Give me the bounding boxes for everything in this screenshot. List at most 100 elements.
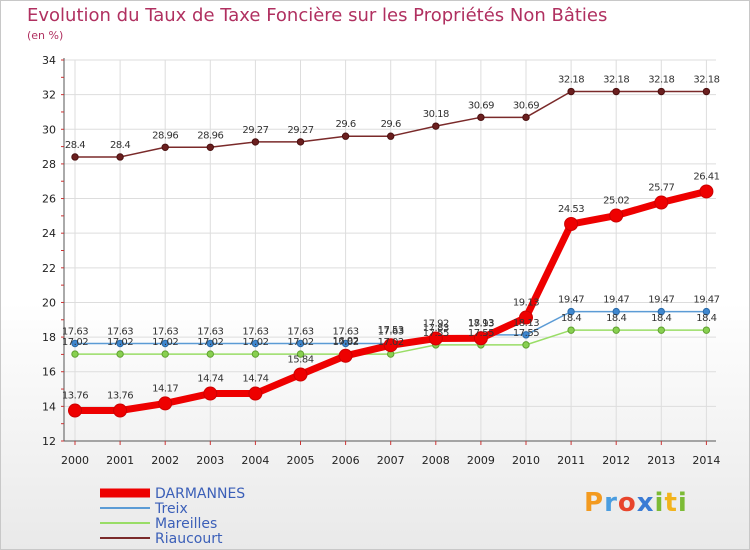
data-label-mareilles: 18.4: [561, 313, 581, 324]
data-label-treix: 17.63: [107, 326, 133, 337]
data-label-darmannes: 14.74: [242, 374, 268, 385]
data-point-mareilles: [657, 326, 665, 334]
data-point-mareilles: [296, 350, 305, 358]
data-point-riaucourt: [341, 132, 350, 140]
data-point-darmannes: [428, 331, 443, 346]
data-label-darmannes: 14.17: [152, 383, 178, 394]
data-label-riaucourt: 28.96: [197, 130, 223, 141]
data-label-treix: 18.13: [513, 318, 539, 329]
data-label-treix: 18.13: [468, 318, 494, 329]
data-point-riaucourt: [477, 113, 485, 122]
data-label-mareilles: 17.55: [468, 328, 494, 339]
x-tick-label: 2011: [557, 454, 585, 467]
data-point-darmannes: [68, 403, 82, 418]
data-point-mareilles: [612, 326, 620, 334]
data-label-treix: 17.63: [333, 326, 359, 337]
legend-label-treix: Treix: [154, 501, 188, 517]
data-label-darmannes: 26.41: [693, 171, 719, 182]
data-point-riaucourt: [612, 87, 620, 96]
data-label-treix: 19.47: [693, 295, 719, 306]
data-label-mareilles: 18.4: [651, 313, 671, 324]
data-point-darmannes: [248, 386, 263, 401]
data-point-darmannes: [338, 348, 353, 363]
data-point-darmannes: [383, 338, 398, 353]
x-tick-label: 2000: [61, 454, 89, 467]
data-label-riaucourt: 32.18: [603, 75, 629, 86]
data-point-treix: [341, 339, 350, 348]
data-label-riaucourt: 30.69: [513, 100, 539, 111]
data-label-treix: 17.63: [152, 326, 178, 337]
data-label-treix: 17.63: [287, 326, 313, 337]
data-label-mareilles: 18.4: [606, 313, 626, 324]
data-point-darmannes: [699, 184, 714, 199]
y-tick-label: 16: [42, 366, 56, 379]
data-point-riaucourt: [161, 143, 169, 151]
y-tick-label: 18: [42, 331, 56, 344]
data-point-riaucourt: [71, 153, 79, 161]
data-label-riaucourt: 29.27: [287, 125, 313, 136]
x-tick-label: 2007: [377, 454, 405, 467]
data-point-mareilles: [206, 350, 215, 358]
data-label-treix: 19.47: [648, 295, 674, 306]
data-label-mareilles: 17.55: [423, 328, 449, 339]
data-point-mareilles: [702, 326, 711, 334]
data-label-riaucourt: 29.27: [242, 125, 268, 136]
data-label-treix: 19.47: [603, 295, 629, 306]
y-tick-label: 12: [42, 435, 56, 448]
x-tick-label: 2010: [512, 454, 540, 467]
data-label-darmannes: 17.92: [423, 318, 449, 329]
data-label-treix: 17.63: [62, 326, 88, 337]
data-point-treix: [522, 331, 530, 339]
legend-label-mareilles: Mareilles: [155, 516, 217, 532]
proxiti-logo: Proxiti: [584, 488, 688, 518]
data-point-riaucourt: [387, 132, 395, 140]
data-label-riaucourt: 32.18: [558, 75, 584, 86]
data-point-treix: [567, 307, 575, 316]
data-point-riaucourt: [522, 113, 530, 122]
data-label-darmannes: 25.77: [648, 183, 674, 194]
data-point-treix: [612, 307, 620, 316]
data-label-mareilles: 18.4: [696, 313, 716, 324]
data-point-darmannes: [113, 403, 128, 418]
data-label-darmannes: 15.84: [287, 354, 313, 365]
data-label-darmannes: 14.74: [197, 374, 223, 385]
y-tick-label: 26: [42, 193, 56, 206]
data-label-riaucourt: 32.18: [693, 75, 719, 86]
data-label-riaucourt: 30.18: [423, 109, 449, 120]
data-label-mareilles: 17.55: [513, 328, 539, 339]
data-point-treix: [251, 339, 260, 348]
data-label-treix: 17.63: [242, 326, 268, 337]
data-point-darmannes: [519, 310, 533, 325]
data-point-mareilles: [71, 350, 79, 358]
x-tick-label: 2005: [287, 454, 315, 467]
y-tick-label: 22: [42, 262, 56, 275]
data-label-darmannes: 25.02: [603, 196, 629, 207]
data-label-darmannes: 13.76: [107, 391, 133, 402]
data-label-treix: 17.63: [197, 326, 223, 337]
data-point-riaucourt: [657, 87, 665, 96]
x-tick-label: 2002: [151, 454, 179, 467]
data-label-riaucourt: 30.69: [468, 100, 494, 111]
data-label-riaucourt: 32.18: [648, 75, 674, 86]
data-point-darmannes: [473, 331, 488, 346]
data-point-mareilles: [116, 350, 124, 358]
data-label-darmannes: 17.53: [378, 325, 404, 336]
data-label-darmannes: 19.13: [513, 298, 539, 309]
x-tick-label: 2012: [602, 454, 630, 467]
x-tick-label: 2004: [241, 454, 269, 467]
data-point-treix: [206, 339, 215, 348]
data-point-riaucourt: [432, 122, 440, 130]
legend-label-darmannes: DARMANNES: [155, 486, 245, 502]
data-point-mareilles: [522, 341, 530, 349]
data-label-mareilles: 17.02: [333, 337, 359, 348]
y-tick-label: 34: [42, 54, 56, 67]
data-point-darmannes: [564, 217, 579, 232]
x-tick-label: 2008: [422, 454, 450, 467]
data-label-riaucourt: 28.96: [152, 130, 178, 141]
x-tick-label: 2009: [467, 454, 495, 467]
data-label-treix: 17.83: [423, 323, 449, 334]
x-tick-label: 2001: [106, 454, 134, 467]
data-point-treix: [71, 339, 79, 348]
data-label-mareilles: 17.02: [152, 337, 178, 348]
data-point-mareilles: [567, 326, 575, 334]
